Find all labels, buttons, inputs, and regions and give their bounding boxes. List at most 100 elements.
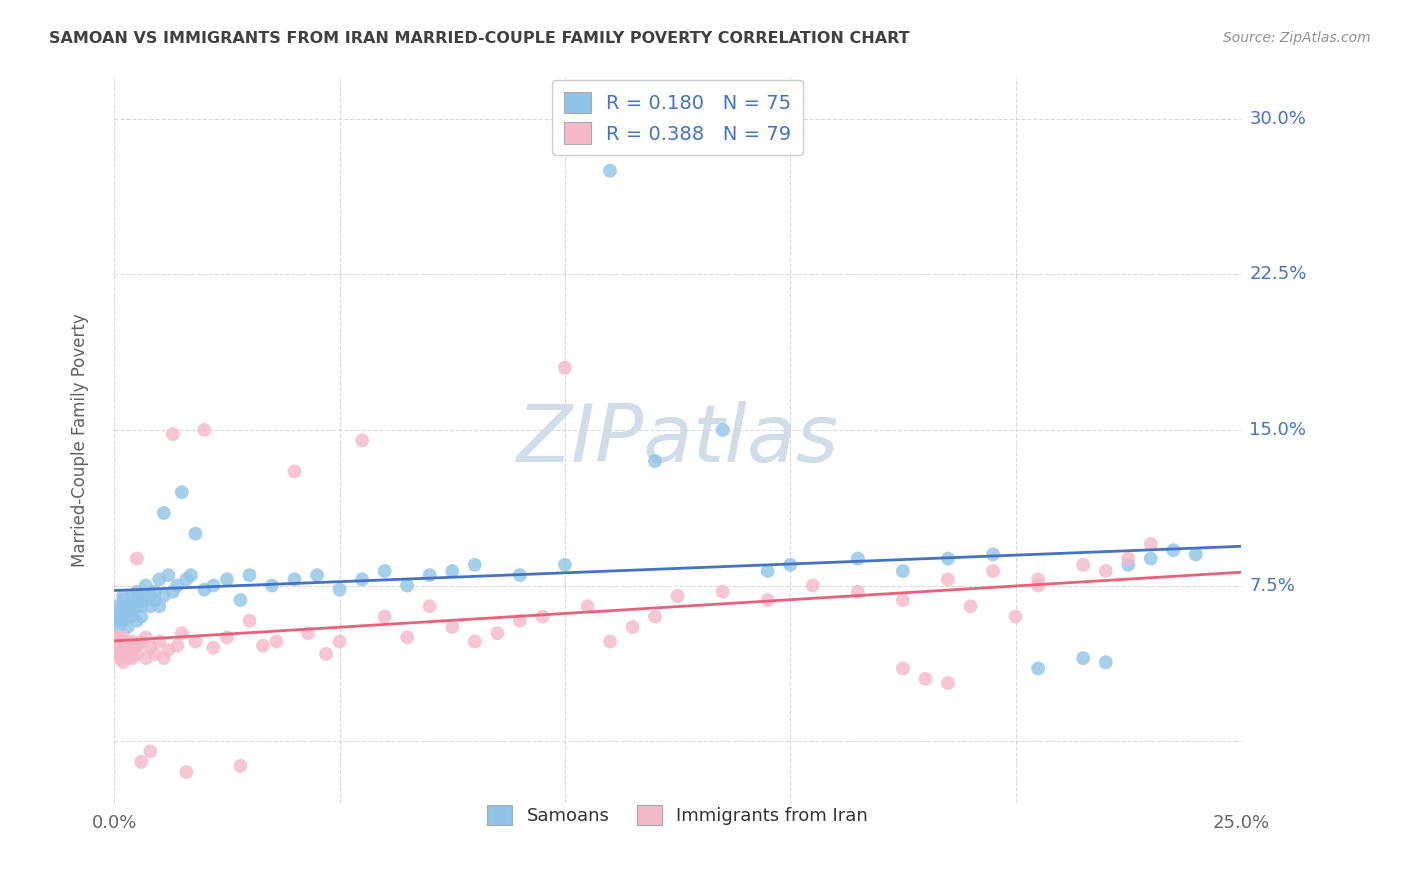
Point: [846, 584, 869, 599]
Point: [1026, 578, 1049, 592]
Point: [166, 639, 188, 653]
Point: [112, 655, 135, 669]
Point: [153, 651, 176, 665]
Point: [117, 599, 139, 614]
Point: [238, 568, 260, 582]
Point: [176, 765, 198, 780]
Point: [103, 599, 125, 614]
Point: [121, 599, 143, 614]
Point: [936, 572, 959, 586]
Point: [121, 634, 143, 648]
Point: [756, 564, 779, 578]
Point: [252, 639, 274, 653]
Point: [215, 631, 238, 645]
Point: [756, 593, 779, 607]
Point: [135, 631, 157, 645]
Point: [711, 584, 734, 599]
Point: [283, 465, 305, 479]
Point: [419, 599, 441, 614]
Point: [959, 599, 981, 614]
Point: [135, 578, 157, 592]
Point: [315, 647, 337, 661]
Point: [121, 609, 143, 624]
Point: [238, 614, 260, 628]
Point: [157, 568, 180, 582]
Text: SAMOAN VS IMMIGRANTS FROM IRAN MARRIED-COUPLE FAMILY POVERTY CORRELATION CHART: SAMOAN VS IMMIGRANTS FROM IRAN MARRIED-C…: [49, 31, 910, 46]
Point: [305, 568, 328, 582]
Point: [184, 634, 207, 648]
Point: [283, 572, 305, 586]
Point: [153, 589, 176, 603]
Point: [396, 631, 419, 645]
Point: [148, 634, 170, 648]
Point: [125, 614, 148, 628]
Point: [143, 584, 166, 599]
Point: [1116, 558, 1139, 572]
Point: [215, 572, 238, 586]
Point: [170, 485, 193, 500]
Point: [1026, 661, 1049, 675]
Point: [112, 589, 135, 603]
Point: [936, 676, 959, 690]
Point: [143, 593, 166, 607]
Text: 22.5%: 22.5%: [1250, 266, 1306, 284]
Point: [117, 603, 139, 617]
Point: [112, 634, 135, 648]
Point: [180, 568, 202, 582]
Point: [129, 634, 152, 648]
Point: [352, 434, 374, 448]
Point: [112, 606, 135, 620]
Point: [148, 572, 170, 586]
Point: [531, 609, 554, 624]
Point: [129, 599, 152, 614]
Point: [644, 609, 666, 624]
Point: [229, 759, 252, 773]
Point: [441, 620, 464, 634]
Point: [121, 589, 143, 603]
Point: [129, 755, 152, 769]
Point: [125, 551, 148, 566]
Point: [129, 609, 152, 624]
Point: [644, 454, 666, 468]
Point: [1071, 558, 1094, 572]
Point: [711, 423, 734, 437]
Point: [170, 626, 193, 640]
Point: [554, 360, 576, 375]
Point: [125, 593, 148, 607]
Point: [103, 631, 125, 645]
Point: [117, 609, 139, 624]
Point: [464, 634, 486, 648]
Point: [139, 744, 162, 758]
Point: [125, 584, 148, 599]
Point: [1185, 548, 1208, 562]
Point: [891, 593, 914, 607]
Point: [229, 593, 252, 607]
Point: [143, 647, 166, 661]
Point: [117, 647, 139, 661]
Point: [112, 647, 135, 661]
Text: Source: ZipAtlas.com: Source: ZipAtlas.com: [1223, 31, 1371, 45]
Point: [1026, 572, 1049, 586]
Point: [509, 614, 531, 628]
Point: [157, 643, 180, 657]
Point: [107, 614, 129, 628]
Point: [599, 163, 621, 178]
Point: [1139, 551, 1161, 566]
Point: [554, 558, 576, 572]
Point: [129, 589, 152, 603]
Point: [1094, 564, 1116, 578]
Point: [107, 640, 129, 655]
Point: [121, 651, 143, 665]
Text: ZIPatlas: ZIPatlas: [516, 401, 838, 479]
Point: [352, 572, 374, 586]
Point: [329, 582, 352, 597]
Point: [936, 551, 959, 566]
Point: [135, 651, 157, 665]
Point: [1139, 537, 1161, 551]
Point: [1004, 609, 1026, 624]
Point: [981, 548, 1004, 562]
Point: [202, 640, 225, 655]
Legend: Samoans, Immigrants from Iran: Samoans, Immigrants from Iran: [478, 797, 877, 834]
Point: [374, 564, 396, 578]
Point: [112, 599, 135, 614]
